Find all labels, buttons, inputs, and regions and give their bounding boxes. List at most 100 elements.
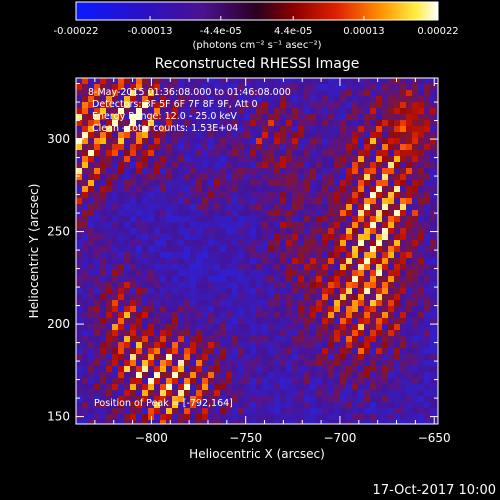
heatmap-cell — [166, 354, 173, 361]
heatmap-cell — [334, 246, 341, 253]
heatmap-cell — [274, 240, 281, 247]
heatmap-cell — [388, 174, 395, 181]
heatmap-cell — [232, 378, 239, 385]
heatmap-cell — [112, 132, 119, 139]
heatmap-cell — [334, 126, 341, 133]
heatmap-cell — [394, 348, 401, 355]
heatmap-cell — [436, 108, 438, 115]
heatmap-cell — [76, 246, 83, 253]
heatmap-cell — [382, 78, 389, 85]
heatmap-cell — [208, 204, 215, 211]
heatmap-cell — [370, 108, 377, 115]
heatmap-cell — [412, 180, 419, 187]
heatmap-cell — [364, 282, 371, 289]
heatmap-cell — [364, 120, 371, 127]
heatmap-cell — [322, 390, 329, 397]
heatmap-cell — [184, 336, 191, 343]
heatmap-cell — [76, 342, 83, 349]
heatmap-cell — [268, 246, 275, 253]
heatmap-cell — [322, 240, 329, 247]
heatmap-cell — [160, 78, 167, 85]
heatmap-cell — [112, 306, 119, 313]
heatmap-cell — [370, 216, 377, 223]
heatmap-cell — [112, 246, 119, 253]
peak-position-label: Position of Peak = [-792,164] — [94, 398, 233, 409]
heatmap-cell — [166, 258, 173, 265]
heatmap-cell — [136, 336, 143, 343]
heatmap-cell — [262, 246, 269, 253]
heatmap-cell — [328, 210, 335, 217]
heatmap-cell — [298, 300, 305, 307]
heatmap-cell — [118, 378, 125, 385]
heatmap-cell — [118, 312, 125, 319]
heatmap-cell — [238, 324, 245, 331]
heatmap-cell — [106, 258, 113, 265]
heatmap-cell — [418, 414, 425, 421]
heatmap-cell — [160, 252, 167, 259]
heatmap-cell — [304, 258, 311, 265]
heatmap-cell — [172, 186, 179, 193]
heatmap-cell — [352, 132, 359, 139]
heatmap-cell — [358, 96, 365, 103]
heatmap-cell — [334, 210, 341, 217]
heatmap-cell — [430, 420, 437, 424]
heatmap-cell — [250, 228, 257, 235]
heatmap-cell — [382, 378, 389, 385]
x-axis-label: Heliocentric X (arcsec) — [189, 447, 325, 461]
heatmap-cell — [124, 90, 131, 97]
heatmap-cell — [220, 402, 227, 409]
heatmap-cell — [280, 402, 287, 409]
heatmap-cell — [436, 90, 438, 97]
heatmap-cell — [94, 378, 101, 385]
heatmap-cell — [358, 84, 365, 91]
heatmap-cell — [100, 420, 107, 424]
heatmap-cell — [154, 156, 161, 163]
heatmap-cell — [406, 180, 413, 187]
heatmap-cell — [178, 288, 185, 295]
heatmap-cell — [298, 150, 305, 157]
heatmap-cell — [94, 114, 101, 121]
heatmap-cell — [118, 210, 125, 217]
heatmap-cell — [352, 318, 359, 325]
heatmap-cell — [256, 126, 263, 133]
heatmap-cell — [166, 270, 173, 277]
heatmap-cell — [226, 216, 233, 223]
heatmap-cell — [238, 234, 245, 241]
heatmap-cell — [274, 90, 281, 97]
heatmap-cell — [304, 282, 311, 289]
heatmap-cell — [82, 360, 89, 367]
heatmap-cell — [244, 348, 251, 355]
heatmap-cell — [106, 384, 113, 391]
heatmap-cell — [94, 258, 101, 265]
heatmap-cell — [172, 216, 179, 223]
heatmap-cell — [154, 294, 161, 301]
heatmap-cell — [250, 348, 257, 355]
heatmap-cell — [322, 234, 329, 241]
heatmap-cell — [166, 336, 173, 343]
heatmap-cell — [172, 300, 179, 307]
heatmap-cell — [328, 378, 335, 385]
heatmap-cell — [124, 324, 131, 331]
heatmap-cell — [364, 294, 371, 301]
heatmap-cell — [244, 390, 251, 397]
heatmap-cell — [142, 300, 149, 307]
heatmap-cell — [304, 96, 311, 103]
heatmap-cell — [316, 306, 323, 313]
heatmap-cell — [130, 414, 137, 421]
heatmap-cell — [262, 252, 269, 259]
heatmap-cell — [304, 156, 311, 163]
heatmap-cell — [298, 228, 305, 235]
heatmap-cell — [394, 372, 401, 379]
heatmap-cell — [226, 144, 233, 151]
heatmap-cell — [286, 162, 293, 169]
heatmap-cell — [112, 372, 119, 379]
heatmap-cell — [142, 198, 149, 205]
heatmap-cell — [250, 120, 257, 127]
heatmap-cell — [388, 240, 395, 247]
heatmap-cell — [412, 294, 419, 301]
heatmap-cell — [184, 384, 191, 391]
heatmap-cell — [100, 258, 107, 265]
heatmap-cell — [292, 378, 299, 385]
heatmap-cell — [316, 192, 323, 199]
heatmap-cell — [334, 342, 341, 349]
